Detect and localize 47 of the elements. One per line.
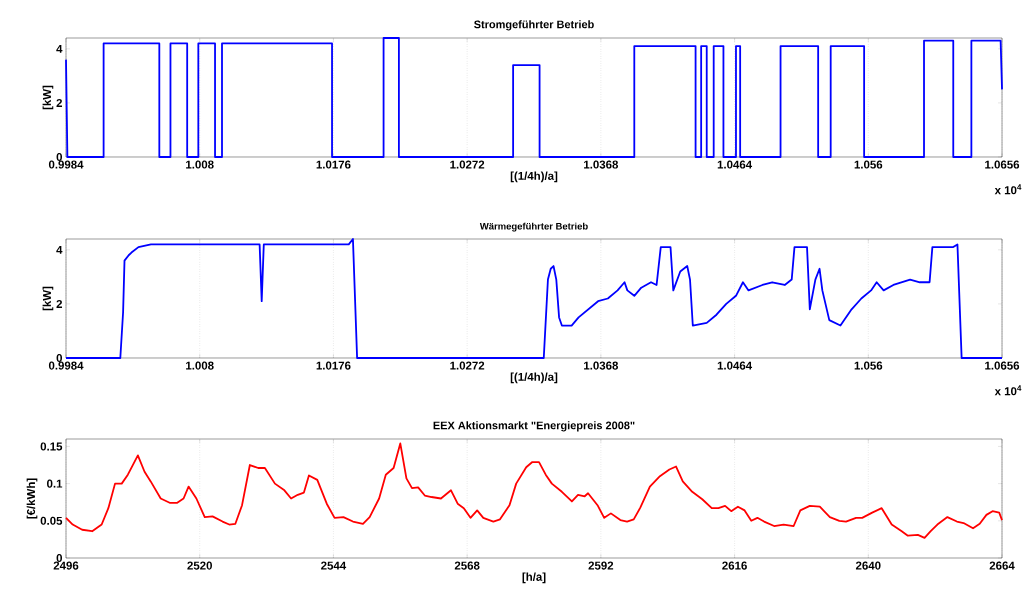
y-tick-label: 0	[56, 553, 63, 563]
chart-title: EEX Aktionsmarkt "Energiepreis 2008"	[433, 421, 635, 432]
y-tick-label: 2	[56, 299, 63, 308]
x-tick-label: 1.008	[186, 160, 214, 169]
x-tick-label: 2496	[53, 561, 79, 570]
chart-title: Stromgeführter Betrieb	[474, 20, 594, 31]
x-tick-label: 1.0656	[985, 160, 1020, 169]
x-tick-label: 1.056	[854, 361, 883, 370]
x-tick-label: 1.0272	[450, 160, 485, 169]
x-tick-label: 2616	[722, 561, 747, 570]
x-tick-label: 1.0176	[316, 361, 351, 370]
text: x 10$^{4}$	[994, 184, 1022, 195]
chart-title: Wärmegeführter Betrieb	[479, 222, 588, 232]
y-axis-title: [kW]	[42, 286, 54, 311]
y-tick-label: 0	[56, 353, 63, 363]
x-axis-title: [(1/4h)/a]	[510, 372, 558, 384]
text: x 10$^{4}$	[994, 385, 1022, 396]
x-tick-label: 1.0464	[717, 361, 753, 370]
x-tick-label: 2640	[855, 561, 881, 570]
x-tick-label: 1.0176	[316, 160, 351, 169]
x-tick-label: 2544	[321, 561, 347, 570]
y-axis-title: [€/kWh]	[26, 478, 38, 519]
x-axis-title: [h/a]	[522, 572, 546, 584]
x-tick-label: 1.0272	[450, 361, 485, 370]
y-tick-label: 0.1	[47, 479, 63, 488]
x-tick-label: 1.0368	[584, 160, 619, 169]
line-series	[65, 37, 1003, 158]
y-tick-label: 0.05	[40, 516, 63, 525]
x-tick-label: 2592	[588, 561, 614, 570]
x-tick-label: 2664	[989, 561, 1015, 570]
x-tick-label: 0.9984	[48, 361, 84, 370]
y-tick-label: 2	[56, 98, 63, 107]
y-axis-title: [kW]	[42, 85, 54, 110]
y-tick-label: 4	[56, 245, 63, 254]
y-tick-label: 0.15	[40, 442, 63, 451]
x-tick-label: 1.056	[854, 160, 883, 169]
x-tick-label: 1.0368	[584, 361, 619, 370]
x-tick-label: 2520	[187, 561, 212, 570]
y-tick-label: 4	[56, 44, 63, 53]
x-tick-label: 1.0656	[985, 361, 1020, 370]
x-axis-title: [(1/4h)/a]	[510, 171, 558, 183]
x-tick-label: 1.008	[186, 361, 214, 370]
x-tick-label: 2568	[454, 561, 480, 570]
y-tick-label: 0	[56, 152, 63, 162]
line-series	[65, 442, 1003, 539]
x-tick-label: 0.9984	[48, 160, 84, 169]
x-tick-label: 1.0464	[717, 160, 753, 169]
